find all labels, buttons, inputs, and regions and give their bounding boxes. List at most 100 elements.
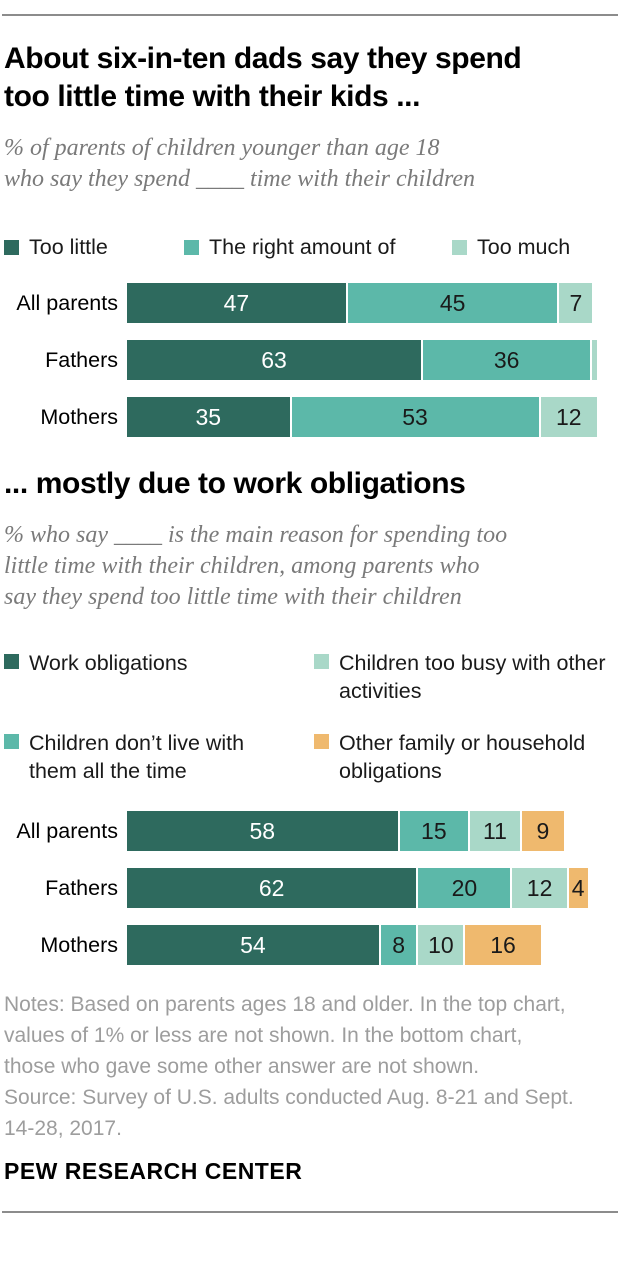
bar-value-label: 12: [526, 874, 553, 901]
bar-segment: 10: [418, 925, 466, 965]
other-family-swatch-icon: [314, 734, 329, 749]
legend-item-children-dont-live: Children don’t live with them all the ti…: [4, 729, 314, 785]
chart2-subtitle-line1: % who say ____ is the main reason for sp…: [4, 522, 508, 548]
notes-line3: those who gave some other answer are not…: [4, 1055, 480, 1078]
legend-label: Too little: [29, 235, 108, 259]
legend-item-right-amount: The right amount of: [184, 235, 452, 260]
bar-value-label: 45: [439, 289, 466, 316]
bar-track: 58 15 11 9: [127, 811, 597, 851]
bar-row: Mothers 35 53 12: [0, 397, 620, 437]
legend-label: Other family or household obligations: [339, 731, 586, 783]
bar-segment: 36: [423, 340, 593, 380]
bar-value-label: 58: [249, 817, 276, 844]
bar-value-label: 35: [195, 403, 222, 430]
category-label: All parents: [16, 819, 118, 843]
work-obligations-swatch-icon: [4, 654, 19, 669]
notes-line1: Notes: Based on parents ages 18 and olde…: [4, 993, 566, 1016]
children-dont-live-swatch-icon: [4, 734, 19, 749]
bar-segment: 47: [127, 283, 348, 323]
chart2-title-line1: ... mostly due to work obligations: [4, 467, 466, 500]
category-label: Mothers: [40, 405, 118, 429]
right-amount-swatch-icon: [184, 240, 199, 255]
bar-track: 35 53 12: [127, 397, 597, 437]
category-label: Fathers: [45, 876, 118, 900]
bar-value-label: 11: [482, 817, 507, 844]
bar-segment: 45: [347, 283, 560, 323]
bar-value-label: 15: [421, 817, 447, 844]
chart2-subtitle: % who say ____ is the main reason for sp…: [4, 520, 616, 613]
bar-value-label: 54: [240, 931, 266, 958]
bar-segment: 15: [399, 811, 471, 851]
bar-segment: 54: [127, 925, 381, 965]
bar-value-label: 53: [402, 403, 428, 430]
chart2-subtitle-line3: say they spend too little time with thei…: [4, 584, 462, 610]
bar-value-label: 62: [258, 874, 285, 901]
too-little-swatch-icon: [4, 240, 19, 255]
legend-label: Children too busy with other activities: [339, 651, 606, 703]
bar-value-label: 7: [569, 289, 583, 316]
bar-segment: 12: [512, 868, 569, 908]
bar-value-label: 12: [555, 403, 582, 430]
bar-segment: 4: [568, 868, 588, 908]
legend-item-too-much: Too much: [452, 235, 570, 260]
bar-segment: 20: [418, 868, 513, 908]
category-label: Fathers: [45, 348, 118, 372]
bar-value-label: 9: [536, 817, 550, 844]
bar-row: Fathers 62 20 12 4: [0, 868, 620, 908]
top-divider: [2, 14, 618, 16]
bar-value-label: 8: [392, 931, 405, 958]
legend-label: The right amount of: [209, 235, 396, 259]
bar-value-label: 36: [493, 346, 520, 373]
chart1-title-line1: About six-in-ten dads say they spend: [4, 42, 522, 75]
bar-segment: 35: [127, 397, 292, 437]
chart2-title: ... mostly due to work obligations: [4, 465, 616, 503]
bar-value-label: 47: [223, 289, 250, 316]
bar-segment: 53: [291, 397, 541, 437]
bar-track: 62 20 12 4: [127, 868, 597, 908]
bar-segment: 8: [380, 925, 419, 965]
source-line2: 14-28, 2017.: [4, 1117, 122, 1140]
chart1-legend: Too little The right amount of Too much: [4, 235, 620, 260]
bar-value-label: 20: [451, 874, 478, 901]
chart1-subtitle-line1: % of parents of children younger than ag…: [4, 135, 440, 161]
bar-track: 47 45 7: [127, 283, 597, 323]
category-label: Mothers: [40, 933, 118, 957]
bar-value-label: 10: [428, 931, 454, 958]
category-label: All parents: [16, 291, 118, 315]
bar-segment: 7: [559, 283, 593, 323]
bar-track: 63 36: [127, 340, 597, 380]
legend-item-too-little: Too little: [4, 235, 184, 260]
bar-segment: 63: [127, 340, 424, 380]
bar-segment: 58: [127, 811, 400, 851]
legend-item-children-too-busy: Children too busy with other activities: [314, 649, 620, 705]
bar-value-label: 63: [261, 346, 287, 373]
source-line1: Source: Survey of U.S. adults conducted …: [4, 1086, 574, 1109]
pew-research-center-wordmark: PEW RESEARCH CENTER: [4, 1158, 303, 1184]
bar-segment: 62: [127, 868, 419, 908]
bar-segment: 12: [540, 397, 597, 437]
chart2-legend: Work obligations Children too busy with …: [4, 649, 620, 785]
notes-and-source: Notes: Based on parents ages 18 and olde…: [4, 989, 616, 1144]
chart2-subtitle-line2: little time with their children, among p…: [4, 553, 480, 579]
bar-value-label: 16: [490, 931, 516, 958]
children-too-busy-swatch-icon: [314, 654, 329, 669]
reason-too-little-time-stacked-bar-chart: All parents 58 15 11 9 Fathers 62 20 12 4 Mothers 5…: [0, 811, 620, 965]
chart1-title: About six-in-ten dads say they spend too…: [4, 40, 616, 116]
legend-label: Too much: [477, 235, 571, 259]
chart1-subtitle-line2: who say they spend ____ time with their …: [4, 166, 476, 192]
chart1-title-line2: too little time with their kids ...: [4, 80, 421, 113]
legend-label: Work obligations: [29, 651, 188, 675]
time-with-kids-stacked-bar-chart: All parents 47 45 7 Fathers 63 36 Mothers 35 53 12: [0, 283, 620, 437]
legend-item-work-obligations: Work obligations: [4, 649, 314, 705]
bar-segment: [592, 340, 597, 380]
legend-item-other-family: Other family or household obligations: [314, 729, 620, 785]
bar-row: All parents 47 45 7: [0, 283, 620, 323]
bar-segment: 9: [521, 811, 565, 851]
notes-line2: values of 1% or less are not shown. In t…: [4, 1024, 523, 1047]
bottom-divider: [2, 1211, 618, 1213]
bar-row: Mothers 54 8 10 16: [0, 925, 620, 965]
bar-segment: 11: [470, 811, 522, 851]
bar-row: Fathers 63 36: [0, 340, 620, 380]
bar-row: All parents 58 15 11 9: [0, 811, 620, 851]
chart1-subtitle: % of parents of children younger than ag…: [4, 133, 616, 195]
